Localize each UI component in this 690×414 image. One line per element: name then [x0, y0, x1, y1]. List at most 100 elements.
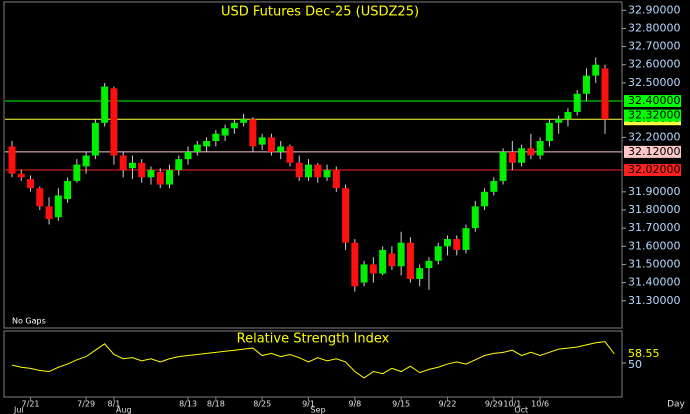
y-tick-label: 50 — [628, 358, 642, 371]
candle-body — [286, 146, 294, 163]
level-label-box — [624, 145, 681, 158]
candle-body — [360, 264, 368, 283]
x-tick-label: 9/15 — [392, 400, 410, 409]
candle-body — [101, 86, 109, 123]
price-panel — [3, 1, 623, 329]
month-label: Aug — [116, 406, 132, 414]
y-tick-label: 31.70000 — [628, 221, 681, 234]
candle-body — [267, 137, 275, 152]
candle-body — [277, 146, 285, 152]
y-tick-label: 32.60000 — [628, 58, 681, 71]
candle-body — [305, 164, 312, 178]
candle-body — [564, 111, 572, 120]
candle-body — [397, 242, 405, 267]
x-unit: Day — [667, 400, 685, 410]
candle-body — [221, 128, 229, 136]
candle-body — [323, 170, 331, 178]
candle-body — [156, 171, 164, 185]
chart-title: USD Futures Dec-25 (USDZ25) — [221, 5, 419, 20]
candle-body — [490, 180, 498, 192]
candle-body — [64, 180, 72, 200]
y-tick-label: 31.50000 — [628, 257, 681, 270]
candle-body — [453, 239, 461, 250]
candle-body — [425, 260, 433, 269]
y-tick-label: 31.90000 — [628, 185, 681, 198]
candle-body — [193, 144, 201, 152]
candle-body — [545, 122, 553, 141]
month-label: Jul — [13, 406, 24, 414]
candle-body — [258, 137, 266, 145]
candle-body — [499, 151, 507, 181]
candle-body — [388, 253, 396, 267]
candle-body — [471, 206, 479, 229]
candle-body — [416, 268, 424, 279]
candle-body — [8, 146, 16, 174]
y-tick-label: 31.40000 — [628, 276, 681, 289]
candle-body — [573, 93, 581, 112]
candle-body — [592, 64, 600, 76]
gaps-note: No Gaps — [12, 317, 46, 326]
candle-body — [45, 206, 53, 220]
candle-body — [536, 140, 544, 156]
x-tick-label: 8/18 — [207, 400, 225, 409]
candle-body — [527, 148, 535, 156]
y-tick-label: 32.80000 — [628, 21, 681, 34]
price-marker-label: 32.32000 — [628, 109, 681, 122]
candle-body — [91, 122, 99, 156]
candle-body — [212, 133, 220, 141]
level-label-box — [624, 95, 681, 108]
candle-body — [249, 119, 257, 147]
rsi-value-label: 58.55 — [628, 347, 660, 360]
candle-body — [166, 170, 174, 185]
month-label: Sep — [311, 406, 326, 414]
rsi-panel — [3, 330, 623, 398]
candle-body — [351, 242, 359, 287]
candle-body — [17, 173, 25, 178]
candle-body — [230, 122, 238, 129]
candle-body — [82, 155, 90, 167]
candle-body — [406, 242, 414, 279]
level-label: 32.40000 — [628, 94, 681, 107]
candle-body — [27, 179, 35, 189]
candle-body — [110, 88, 118, 156]
candle-body — [54, 195, 62, 218]
y-tick-label: 31.60000 — [628, 239, 681, 252]
x-tick-label: 9/22 — [439, 400, 457, 409]
candle-body — [184, 151, 192, 160]
level-label-box — [624, 164, 681, 177]
candle-body — [601, 68, 609, 120]
candle-body — [462, 228, 470, 250]
x-tick-label: 9/29 — [485, 400, 503, 409]
x-tick-label: 9/8 — [348, 400, 361, 409]
candle-body — [314, 164, 322, 178]
candle-body — [434, 246, 442, 261]
rsi-line — [11, 341, 615, 379]
candle-body — [295, 162, 303, 178]
candle-body — [443, 239, 451, 247]
candle-body — [342, 188, 350, 243]
level-label: 32.02000 — [628, 163, 681, 176]
x-tick-label: 8/1 — [107, 400, 120, 409]
candle-body — [555, 119, 563, 123]
candle-body — [582, 75, 590, 94]
x-tick-label: 10/1 — [503, 400, 521, 409]
x-tick-label: 8/25 — [253, 400, 271, 409]
candle-body — [508, 151, 516, 163]
candle-body — [518, 148, 526, 163]
candle-body — [379, 249, 387, 274]
y-tick-label: 31.80000 — [628, 203, 681, 216]
x-tick-label: 10/6 — [531, 400, 549, 409]
candle-body — [147, 170, 155, 178]
candle-body — [369, 264, 377, 274]
rsi-value-box — [624, 347, 654, 360]
month-label: Oct — [514, 406, 528, 414]
candle-body — [119, 155, 127, 171]
y-tick-label: 32.70000 — [628, 40, 681, 53]
candle-body — [73, 164, 81, 181]
candle-body — [203, 140, 211, 147]
candle-body — [138, 162, 146, 178]
x-tick-label: 7/21 — [22, 400, 40, 409]
y-tick-label: 31.30000 — [628, 294, 681, 307]
x-tick-label: 8/13 — [179, 400, 197, 409]
